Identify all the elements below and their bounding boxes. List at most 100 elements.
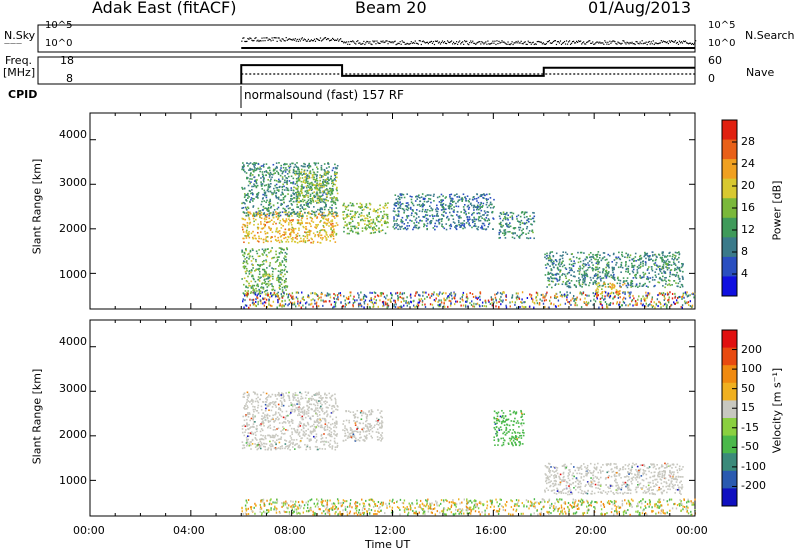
power-point [575,298,578,301]
nsky-point [683,40,686,43]
power-point [276,202,279,204]
power-point [277,190,280,192]
nsky-point [359,42,361,44]
power-point [509,211,512,214]
power-point [399,205,402,207]
power-point [685,293,687,296]
power-point [325,204,328,206]
velocity-point [298,401,300,403]
power-point [307,167,310,169]
nsky-point [670,40,672,42]
power-point [280,167,282,169]
power-point [331,231,334,234]
power-point [582,292,584,295]
power-point [509,225,512,228]
nsky-point [578,40,580,42]
power-point [587,302,589,305]
power-point [615,256,617,259]
nsky-point [511,41,513,43]
power-point [642,283,645,286]
power-point [264,193,266,195]
power-point [260,227,263,230]
power-point [357,227,360,230]
power-point [357,232,360,235]
power-point [297,168,299,171]
power-point [473,205,475,208]
power-point [264,271,266,273]
power-point [267,283,269,285]
power-point [346,297,348,300]
power-point [431,292,433,295]
nsky-point [465,41,467,43]
power-point [613,259,616,261]
power-point [313,211,316,214]
power-point [397,195,399,198]
power-point [291,182,294,184]
nsky-point [561,42,564,44]
power-point [242,162,244,164]
power-point [256,167,259,170]
power-point [263,282,266,284]
power-point [269,206,272,209]
power-point [306,237,309,240]
velocity-point [245,418,248,421]
power-point [278,298,280,301]
power-point [268,176,271,178]
power-point [463,204,466,206]
power-point [297,172,299,175]
velocity-point [243,419,246,422]
power-point [270,173,273,176]
power-point [611,285,614,287]
power-point [263,251,266,254]
power-point [255,305,258,308]
nsky-point [392,42,394,44]
power-point [336,214,339,217]
power-point [372,221,374,224]
power-point [521,301,523,304]
power-point [243,255,245,258]
nsky-point [305,40,307,42]
power-point [264,230,266,233]
nsky-point [521,42,523,45]
power-point [628,295,630,298]
power-point [463,223,466,225]
power-point [347,215,349,217]
power-point [270,249,272,252]
nsky-point [346,41,348,43]
power-point [448,211,451,214]
power-point [361,230,364,232]
power-point [334,305,337,308]
power-point [327,178,329,180]
power-point [461,200,464,202]
power-point [295,305,297,308]
power-point [442,291,445,294]
power-point [523,306,525,309]
power-point [286,189,288,191]
power-point [415,221,418,223]
power-point [531,297,533,300]
power-point [349,221,352,224]
power-point [480,227,482,229]
power-point [330,191,333,194]
power-point [440,218,443,220]
power-point [379,204,381,207]
power-point [268,251,270,254]
power-point [283,286,286,288]
power-point [596,253,599,256]
power-point [647,254,649,257]
power-point [278,247,281,249]
power-point [558,278,561,281]
velocity-point [294,392,297,394]
power-point [653,285,655,288]
power-point [317,184,319,187]
velocity-point [325,411,328,413]
power-point [281,252,284,254]
power-point [279,276,282,279]
power-point [415,305,418,308]
power-point [248,233,250,235]
power-point [281,300,283,303]
power-point [601,297,603,300]
power-point [617,294,620,297]
power-point [331,210,333,213]
power-point [405,228,408,231]
